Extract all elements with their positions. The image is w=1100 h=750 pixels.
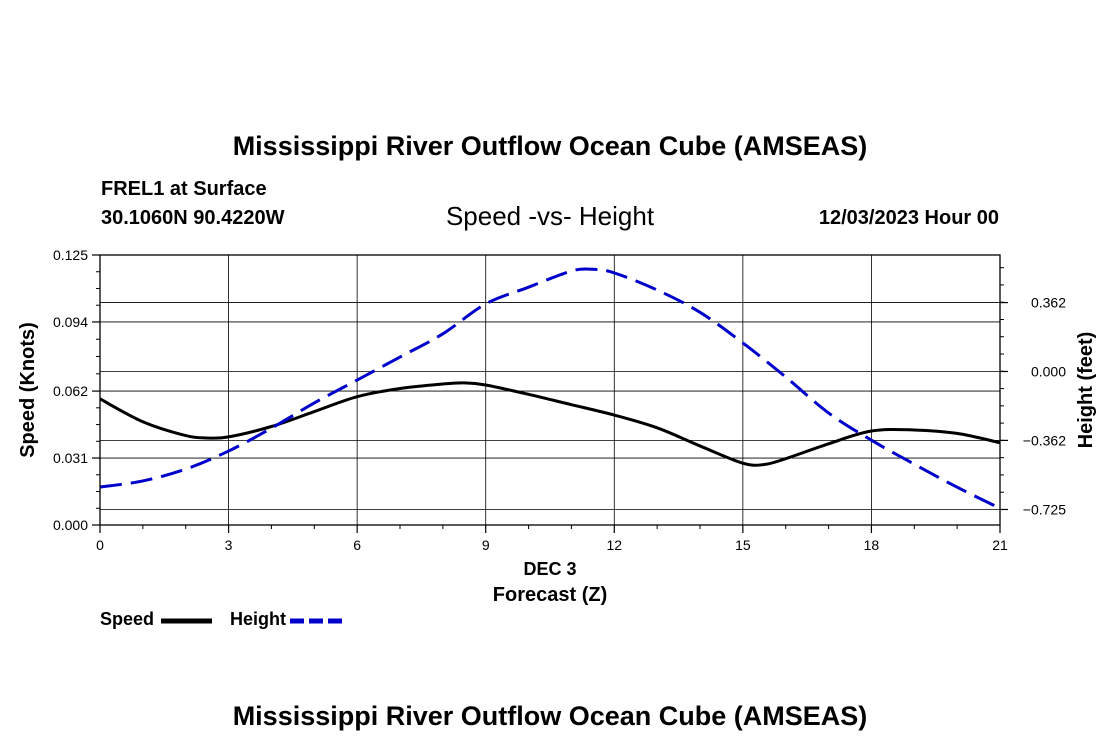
y-tick-label: 0.062 — [53, 383, 88, 399]
coordinates-label: 30.1060N 90.4220W — [101, 207, 285, 229]
x-axis-date: DEC 3 — [523, 559, 576, 579]
series-line-height — [99, 267, 1001, 510]
legend-label-speed: Speed — [100, 609, 154, 629]
y2-tick-label: −0.725 — [1023, 501, 1066, 517]
y-tick-label: 0.094 — [53, 314, 88, 330]
plot-frame — [99, 254, 1001, 526]
y2-tick-label: −0.362 — [1023, 432, 1066, 448]
main-title: Mississippi River Outflow Ocean Cube (AM… — [233, 131, 868, 161]
y-axis-title: Speed (Knots) — [17, 322, 39, 458]
series-line-speed — [99, 381, 1001, 467]
x-tick-label: 0 — [96, 537, 104, 553]
station-label: FREL1 at Surface — [101, 178, 267, 200]
y-tick-label: 0.000 — [53, 517, 88, 533]
y2-axis-title: Height (feet) — [1075, 332, 1097, 449]
footer-title: Mississippi River Outflow Ocean Cube (AM… — [233, 701, 868, 731]
axis-ticks — [92, 254, 1008, 533]
x-tick-label: 18 — [864, 537, 880, 553]
grid-lines — [99, 254, 1001, 526]
x-tick-label: 6 — [353, 537, 361, 553]
legend: Speed Height — [100, 609, 342, 629]
y2-tick-label: 0.362 — [1031, 295, 1066, 311]
x-axis-title: Forecast (Z) — [493, 584, 607, 606]
y2-tick-label: 0.000 — [1031, 363, 1066, 379]
x-tick-label: 15 — [735, 537, 751, 553]
x-tick-labels: 0 3 6 9 12 15 18 21 — [96, 537, 1008, 553]
x-tick-label: 9 — [482, 537, 490, 553]
y-tick-labels: 0.000 0.031 0.062 0.094 0.125 — [53, 247, 88, 533]
data-series — [99, 267, 1001, 510]
y-tick-label: 0.031 — [53, 450, 88, 466]
x-tick-label: 3 — [225, 537, 233, 553]
x-tick-label: 12 — [606, 537, 622, 553]
x-tick-label: 21 — [992, 537, 1008, 553]
legend-label-height: Height — [230, 609, 286, 629]
datetime-label: 12/03/2023 Hour 00 — [819, 207, 999, 229]
y2-tick-labels: −0.725 −0.362 0.000 0.362 — [1023, 295, 1066, 518]
y-tick-label: 0.125 — [53, 247, 88, 263]
chart-title: Speed -vs- Height — [446, 201, 655, 231]
